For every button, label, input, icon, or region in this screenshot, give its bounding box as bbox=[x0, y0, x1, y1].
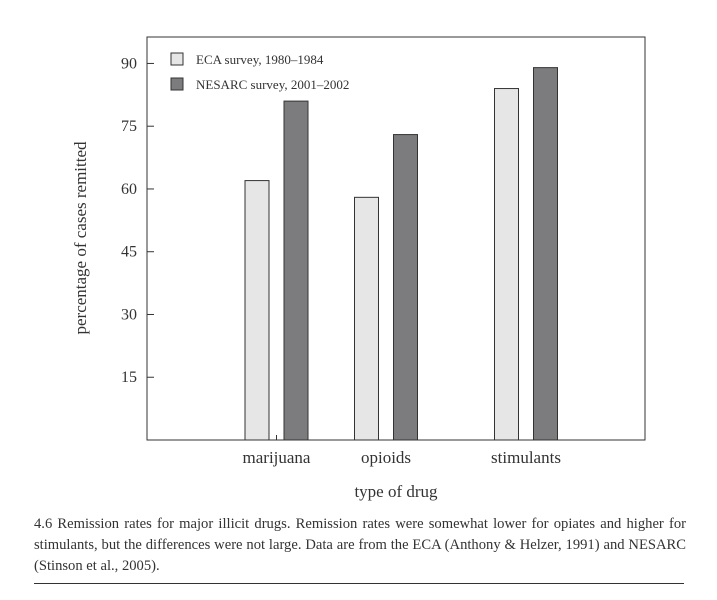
x-axis-title: type of drug bbox=[354, 482, 438, 501]
y-tick-label: 60 bbox=[121, 181, 137, 198]
figure-caption: 4.6 Remission rates for major illicit dr… bbox=[34, 516, 686, 574]
category-label-marijuana: marijuana bbox=[243, 448, 311, 467]
y-tick-label: 75 bbox=[121, 118, 137, 135]
y-tick-label: 30 bbox=[121, 306, 137, 323]
legend-swatch-series-1 bbox=[170, 52, 184, 66]
y-tick-label: 15 bbox=[121, 369, 137, 386]
y-tick-label: 45 bbox=[121, 244, 137, 261]
legend: ECA survey, 1980–1984 NESARC survey, 2001… bbox=[170, 52, 349, 92]
bar-stimulants-series-2 bbox=[533, 67, 558, 441]
bottom-rule bbox=[34, 583, 684, 584]
bar-stimulants-series-1 bbox=[494, 88, 519, 441]
bar-marijuana-series-1 bbox=[244, 180, 270, 441]
y-tick-label: 90 bbox=[121, 55, 137, 72]
legend-label-series-2: NESARC survey, 2001–2002 bbox=[196, 77, 349, 92]
legend-swatch-series-2 bbox=[170, 77, 184, 91]
legend-label-series-1: ECA survey, 1980–1984 bbox=[196, 52, 324, 67]
bar-opioids-series-2 bbox=[393, 134, 418, 441]
bar-opioids-series-1 bbox=[354, 196, 379, 441]
y-axis-title: percentage of cases remitted bbox=[71, 141, 90, 335]
category-label-opioids: opioids bbox=[361, 448, 411, 467]
bar-marijuana-series-2 bbox=[283, 100, 309, 441]
category-label-stimulants: stimulants bbox=[491, 448, 561, 467]
